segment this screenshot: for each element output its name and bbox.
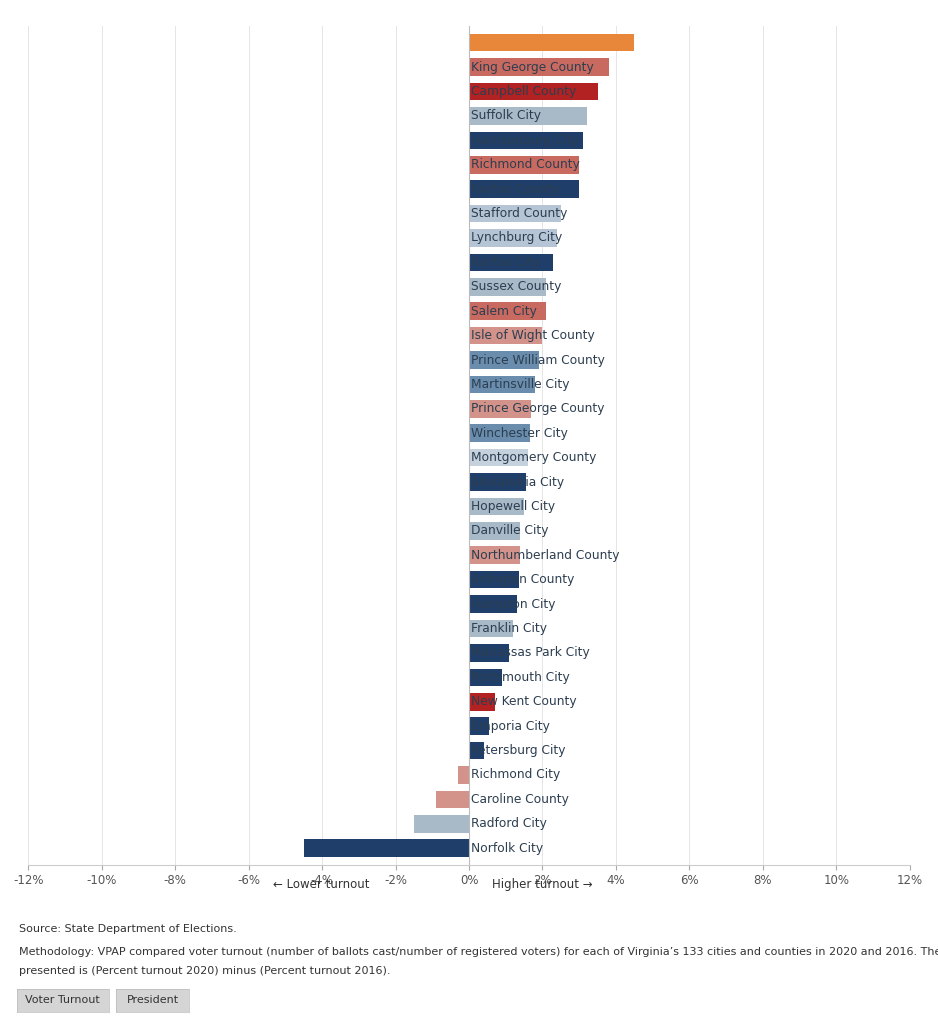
Bar <box>469 180 579 198</box>
Text: President: President <box>127 995 179 1006</box>
Bar <box>469 58 609 76</box>
Bar <box>469 498 524 515</box>
Text: Radford City: Radford City <box>471 817 547 830</box>
Text: Montgomery County: Montgomery County <box>471 452 597 464</box>
Text: Emporia City: Emporia City <box>471 720 550 732</box>
Bar <box>469 473 526 490</box>
Text: Suffolk City: Suffolk City <box>471 110 541 123</box>
Text: Richmond County: Richmond County <box>471 159 580 171</box>
Bar <box>469 302 546 319</box>
Text: Northumberland County: Northumberland County <box>471 549 619 562</box>
Text: Harrisonburg City: Harrisonburg City <box>471 134 579 146</box>
Bar <box>304 840 469 857</box>
Bar <box>469 718 490 735</box>
Bar <box>469 156 579 173</box>
Bar <box>469 351 538 369</box>
Text: Norfolk City: Norfolk City <box>471 842 543 855</box>
Bar <box>469 229 557 247</box>
Text: Campbell County: Campbell County <box>471 85 576 98</box>
Text: Alexandria City: Alexandria City <box>471 475 564 488</box>
Bar <box>469 131 582 150</box>
Text: Stafford County: Stafford County <box>471 207 567 220</box>
Bar <box>469 254 553 271</box>
Text: Fairfax City: Fairfax City <box>471 256 539 269</box>
Text: Hopewell City: Hopewell City <box>471 500 555 513</box>
Bar <box>469 620 513 637</box>
Text: Isle of Wight County: Isle of Wight County <box>471 329 595 342</box>
Text: Manassas Park City: Manassas Park City <box>471 646 590 659</box>
Bar <box>469 34 634 51</box>
Bar <box>469 571 519 589</box>
Bar <box>414 815 469 833</box>
Text: Hampton City: Hampton City <box>471 598 555 610</box>
Bar <box>469 644 509 662</box>
Text: Richmond City: Richmond City <box>471 768 560 781</box>
Text: Voter Turnout: Voter Turnout <box>25 995 100 1006</box>
Bar <box>458 766 469 783</box>
Bar <box>469 205 561 222</box>
Bar <box>469 425 530 442</box>
Text: Lynchburg City: Lynchburg City <box>471 231 562 245</box>
Text: Methodology: VPAP compared voter turnout (number of ballots cast/number of regis: Methodology: VPAP compared voter turnout… <box>19 947 938 957</box>
Text: Petersburg City: Petersburg City <box>471 744 566 757</box>
Bar <box>469 595 517 613</box>
Text: Fairfax County: Fairfax County <box>471 182 559 196</box>
Text: Caroline County: Caroline County <box>471 793 568 806</box>
Text: New Kent County: New Kent County <box>471 695 577 709</box>
Text: Salem City: Salem City <box>471 305 537 317</box>
Text: Franklin City: Franklin City <box>471 622 547 635</box>
Text: Portsmouth City: Portsmouth City <box>471 671 569 684</box>
Text: Winchester City: Winchester City <box>471 427 567 439</box>
Text: Arlington County: Arlington County <box>471 573 574 586</box>
Bar <box>469 108 586 125</box>
Text: Danville City: Danville City <box>471 524 549 538</box>
Bar <box>469 376 535 393</box>
Bar <box>469 278 546 296</box>
Bar <box>469 547 521 564</box>
Bar <box>469 83 598 100</box>
Text: Source: State Department of Elections.: Source: State Department of Elections. <box>19 924 236 934</box>
Bar <box>469 400 532 418</box>
Bar <box>469 693 494 711</box>
Text: presented is (Percent turnout 2020) minus (Percent turnout 2016).: presented is (Percent turnout 2020) minu… <box>19 966 390 976</box>
Text: Prince William County: Prince William County <box>471 353 605 367</box>
Bar <box>436 791 469 808</box>
Bar <box>469 669 502 686</box>
Bar <box>469 449 528 467</box>
Text: King George County: King George County <box>471 60 594 74</box>
Text: ← Lower turnout: ← Lower turnout <box>274 878 370 891</box>
Text: Prince George County: Prince George County <box>471 402 604 416</box>
Bar <box>469 327 542 344</box>
Text: Higher turnout →: Higher turnout → <box>492 878 593 891</box>
Bar <box>469 741 484 760</box>
Bar <box>469 522 521 540</box>
Text: Sussex County: Sussex County <box>471 281 561 293</box>
Text: Martinsville City: Martinsville City <box>471 378 569 391</box>
